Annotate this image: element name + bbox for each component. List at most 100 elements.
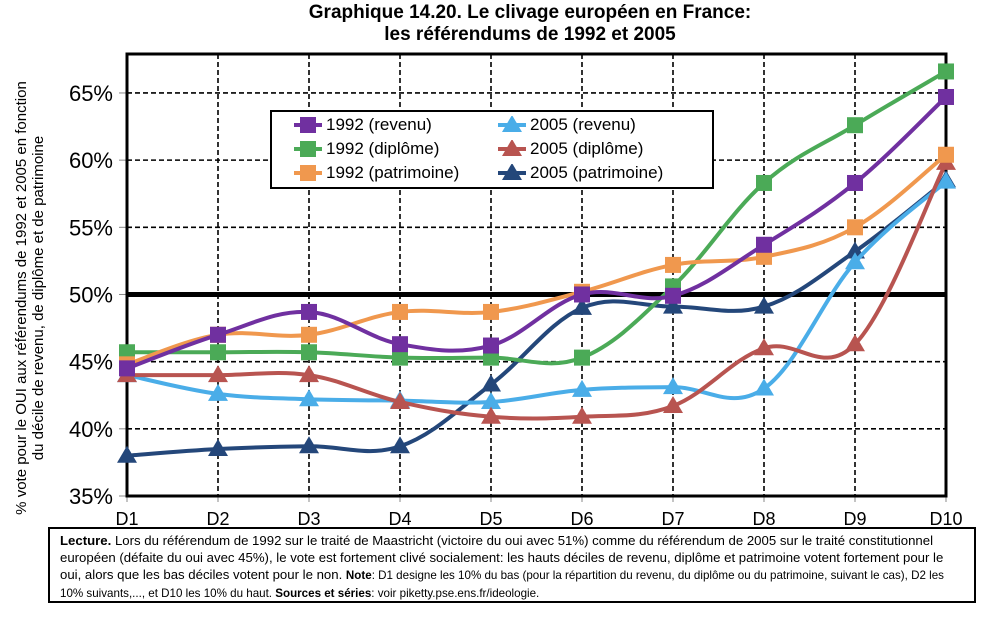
axes bbox=[119, 52, 948, 502]
data-point bbox=[756, 248, 772, 265]
data-point bbox=[572, 379, 592, 397]
legend-label: 1992 (revenu) bbox=[326, 115, 432, 134]
data-point bbox=[483, 337, 499, 354]
x-tick-label: D7 bbox=[661, 509, 684, 527]
legend-label: 2005 (patrimoine) bbox=[530, 163, 664, 182]
legend-label: 2005 (revenu) bbox=[530, 115, 636, 134]
legend-marker bbox=[300, 141, 316, 157]
note-label: Note bbox=[345, 569, 372, 582]
legend: 1992 (revenu) 2005 (revenu) 1992 (diplôme)… bbox=[270, 110, 714, 189]
data-point bbox=[938, 63, 954, 80]
legend-item: 1992 (revenu) bbox=[292, 114, 432, 136]
series-line bbox=[127, 69, 948, 366]
legend-label: 2005 (diplôme) bbox=[530, 139, 644, 158]
data-point bbox=[301, 303, 317, 320]
x-tick-label: D2 bbox=[206, 509, 229, 527]
data-point bbox=[392, 349, 408, 366]
legend-item: 1992 (patrimoine) bbox=[292, 162, 459, 184]
x-tick-label: D3 bbox=[297, 509, 320, 527]
data-point bbox=[481, 391, 501, 409]
data-point bbox=[574, 349, 590, 366]
y-tick-label: 50% bbox=[69, 282, 113, 307]
data-point bbox=[847, 117, 863, 134]
data-point bbox=[572, 406, 592, 424]
y-tick-label: 40% bbox=[69, 417, 113, 442]
data-point bbox=[392, 336, 408, 353]
lecture-text: Lors du référendum de 1992 sur le traité… bbox=[60, 533, 944, 582]
tick-labels: 35% 40% 45% 50% 55% 60% 65% D1 D2 D3 D4 D5 D6 D7 D8 D9 D… bbox=[69, 81, 963, 527]
data-point bbox=[208, 365, 228, 383]
data-point bbox=[299, 436, 319, 454]
series-line bbox=[126, 161, 948, 421]
x-tick-label: D10 bbox=[929, 509, 962, 527]
y-tick-label: 65% bbox=[69, 81, 113, 106]
x-tick-label: D6 bbox=[570, 509, 593, 527]
data-point bbox=[390, 391, 410, 409]
data-point bbox=[572, 297, 592, 315]
data-point bbox=[210, 326, 226, 343]
legend-marker bbox=[502, 116, 522, 132]
legend-swatch-triangle-icon bbox=[498, 140, 526, 156]
x-tick-label: D4 bbox=[388, 509, 411, 527]
data-point bbox=[754, 338, 774, 356]
series-line bbox=[126, 153, 948, 367]
legend-item: 2005 (diplôme) bbox=[496, 138, 643, 160]
x-tick-label: D5 bbox=[479, 509, 502, 527]
data-point bbox=[208, 438, 228, 456]
chart-title: Graphique 14.20. Le clivage européen en … bbox=[250, 2, 810, 46]
sources-text: : voir piketty.pse.ens.fr/ideologie. bbox=[371, 587, 540, 600]
data-point bbox=[936, 171, 956, 189]
data-point bbox=[845, 334, 865, 352]
data-point bbox=[663, 395, 683, 413]
data-point bbox=[845, 252, 865, 270]
data-point bbox=[390, 436, 410, 454]
data-point bbox=[663, 377, 683, 395]
data-point bbox=[301, 344, 317, 361]
series-layer bbox=[117, 63, 956, 463]
data-point bbox=[301, 326, 317, 343]
sources-label: Sources et séries bbox=[275, 587, 372, 600]
plot-frame bbox=[125, 52, 948, 498]
chart-subtitle: les référendums de 1992 et 2005 bbox=[384, 24, 676, 45]
line-chart: 35% 40% 45% 50% 55% 60% 65% D1 D2 D3 D4 D5 D6 D7 D8 D9 D… bbox=[69, 52, 963, 527]
data-point bbox=[392, 303, 408, 320]
data-point bbox=[847, 174, 863, 191]
y-tick-label: 55% bbox=[69, 215, 113, 240]
legend-item: 2005 (revenu) bbox=[496, 114, 636, 136]
legend-swatch-square-icon bbox=[294, 117, 322, 133]
data-point bbox=[754, 378, 774, 396]
data-point bbox=[481, 374, 501, 392]
x-tick-label: D1 bbox=[115, 509, 138, 527]
series-1992-dipl-me- bbox=[119, 63, 954, 366]
legend-swatch-triangle-icon bbox=[498, 116, 526, 132]
data-point bbox=[938, 146, 954, 163]
lecture-label: Lecture. bbox=[60, 533, 112, 548]
legend-swatch-triangle-icon bbox=[498, 164, 526, 180]
data-point bbox=[117, 445, 137, 463]
legend-marker bbox=[300, 117, 316, 133]
data-point bbox=[210, 344, 226, 361]
data-point bbox=[119, 344, 135, 361]
note-text: : D1 designe les 10% du bas (pour la rép… bbox=[60, 569, 944, 600]
series-2005-dipl-me- bbox=[117, 152, 956, 424]
data-point bbox=[665, 256, 681, 273]
legend-marker bbox=[300, 165, 316, 181]
data-point bbox=[483, 303, 499, 320]
legend-item: 1992 (diplôme) bbox=[292, 138, 439, 160]
legend-swatch-square-icon bbox=[294, 165, 322, 181]
series-line bbox=[126, 178, 948, 458]
data-point bbox=[299, 389, 319, 407]
data-point bbox=[665, 287, 681, 304]
data-point bbox=[756, 236, 772, 253]
data-point bbox=[847, 219, 863, 236]
legend-item: 2005 (patrimoine) bbox=[496, 162, 663, 184]
series-line bbox=[126, 95, 948, 371]
chart-title-line1: Graphique 14.20. Le clivage européen en … bbox=[308, 2, 752, 23]
data-point bbox=[119, 360, 135, 377]
legend-label: 1992 (patrimoine) bbox=[326, 163, 460, 182]
data-point bbox=[756, 174, 772, 191]
y-tick-label: 35% bbox=[69, 484, 113, 509]
x-tick-label: D8 bbox=[752, 509, 775, 527]
data-point bbox=[663, 296, 683, 314]
legend-marker bbox=[502, 164, 522, 180]
